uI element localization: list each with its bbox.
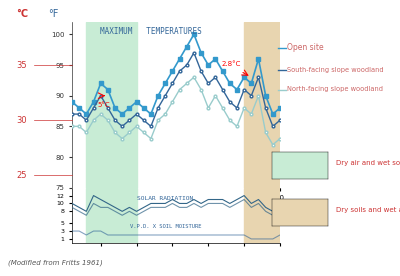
X-axis label: STUDY DAY: STUDY DAY [155, 207, 197, 216]
Text: °F: °F [48, 9, 58, 18]
Text: South-facing slope woodland: South-facing slope woodland [287, 67, 384, 73]
Bar [244, 22, 280, 188]
Bar [244, 188, 280, 243]
Text: 25: 25 [16, 171, 26, 180]
Text: 2.8°C: 2.8°C [221, 61, 240, 67]
Text: 30: 30 [16, 116, 27, 125]
Bar [86, 22, 136, 188]
Text: MAXIMUM   TEMPERATURES: MAXIMUM TEMPERATURES [100, 27, 202, 36]
Text: °C: °C [16, 9, 28, 18]
Text: 35: 35 [16, 60, 27, 70]
Text: V.P.D. X SOIL MOISTURE: V.P.D. X SOIL MOISTURE [130, 224, 201, 229]
Text: Dry soils and wet air: Dry soils and wet air [336, 207, 400, 213]
Text: 5°C: 5°C [97, 102, 110, 108]
Text: (Modified from Fritts 1961): (Modified from Fritts 1961) [8, 260, 103, 266]
Bar [86, 188, 136, 243]
Text: North-facing slope woodland: North-facing slope woodland [287, 86, 383, 92]
Text: Open site: Open site [287, 43, 324, 52]
Text: Dry air and wet soils: Dry air and wet soils [336, 160, 400, 166]
Text: SOLAR RADIATION: SOLAR RADIATION [138, 196, 194, 201]
